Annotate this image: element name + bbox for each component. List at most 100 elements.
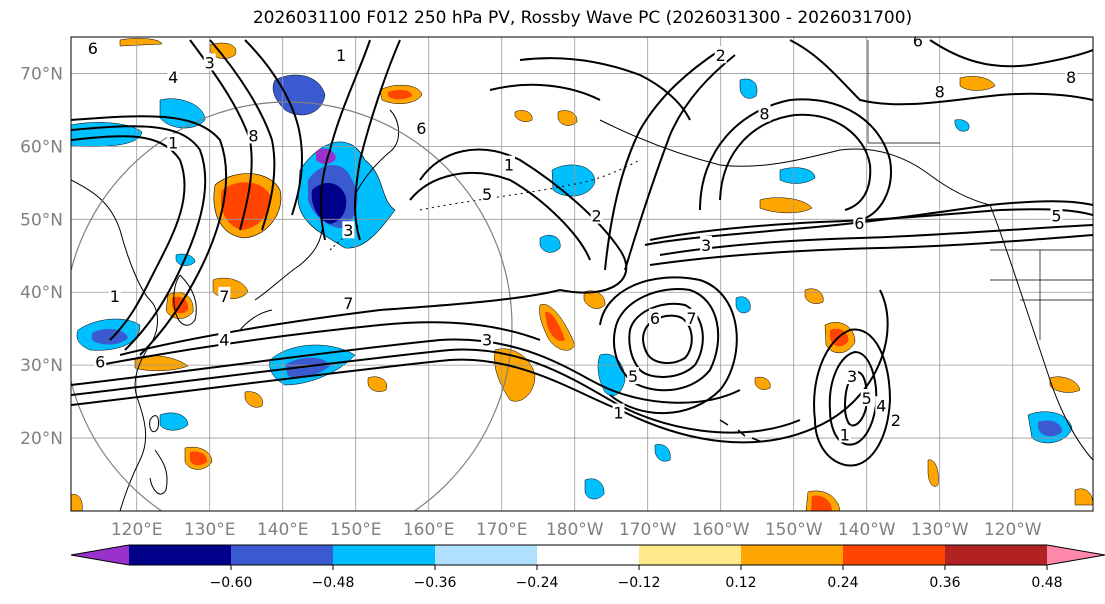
korea-coastline (173, 274, 197, 326)
longitude-label: 160°W (692, 520, 750, 540)
negative-anomaly-region (316, 148, 336, 164)
contour-label-background (335, 46, 348, 64)
positive-anomaly-region (583, 290, 606, 309)
pv-contour-line (419, 148, 628, 294)
contour-label-background (247, 126, 260, 144)
contour-label-background (415, 119, 428, 137)
positive-anomaly-region (514, 110, 533, 122)
contour-label-background (481, 184, 494, 202)
contour-label-background (218, 286, 231, 304)
contour-label: 1 (110, 287, 120, 306)
pv-contour-line (599, 276, 738, 415)
longitude-label: 120°W (984, 520, 1042, 540)
pv-contour-line (659, 224, 1093, 256)
latitude-labels: 70°N 60°N 50°N 40°N 30°N 20°N (20, 64, 63, 449)
negative-anomaly-region (159, 98, 206, 129)
contour-label: 6 (95, 353, 105, 372)
pv-contour-line (719, 113, 872, 211)
longitude-labels: 120°E 130°E 140°E 150°E 160°E 170°E 180°W 170°W… (111, 520, 1042, 540)
taiwan-coastline (149, 415, 159, 433)
colorbar-bin (435, 545, 538, 565)
contour-label: 1 (840, 425, 850, 444)
colorbar-tick-label: −0.12 (618, 575, 661, 591)
positive-anomaly-region (244, 391, 263, 408)
longitude-label: 130°W (911, 520, 969, 540)
latitude-label: 70°N (20, 64, 63, 84)
contour-label: 3 (701, 236, 711, 255)
contour-label: 6 (913, 32, 923, 51)
contour-label: 6 (416, 119, 426, 138)
longitude-label: 180°W (546, 520, 604, 540)
contour-label: 1 (504, 156, 514, 175)
colorbar-bin (231, 545, 334, 565)
colorbar-tick-label: 0.36 (929, 575, 960, 591)
negative-anomaly-region (92, 328, 128, 345)
contour-label: 4 (168, 68, 178, 87)
latitude-label: 50°N (20, 210, 63, 230)
contour-label-background (758, 104, 771, 122)
colorbar-bin (843, 545, 946, 565)
pv-contour-line (71, 289, 889, 444)
pv-contour-line (649, 234, 1093, 266)
contour-label-background (342, 221, 355, 239)
contour-label-background (853, 213, 866, 231)
pv-contour-line (612, 288, 720, 392)
pv-contour-line (71, 135, 186, 341)
pv-contour-line (409, 172, 591, 261)
colorbar-extend-max (1047, 545, 1105, 565)
negative-anomaly-region (551, 164, 596, 197)
contour-label-background (218, 330, 231, 348)
pv-contour-line (71, 338, 741, 404)
contour-label-background (700, 235, 713, 253)
positive-anomaly-region (545, 311, 565, 341)
negative-anomaly-region (735, 296, 751, 314)
pv-contour-line (319, 39, 371, 241)
contour-label: 2 (891, 411, 901, 430)
contour-label: 3 (205, 54, 215, 73)
negative-anomaly-region (954, 119, 970, 132)
coastlines (71, 40, 1093, 511)
contour-label-background (649, 308, 661, 326)
positive-anomaly-region (557, 110, 578, 126)
contour-label-background (590, 206, 603, 224)
longitude-label: 140°W (838, 520, 896, 540)
pv-contour-line (119, 289, 561, 356)
longitude-label: 150°E (330, 520, 382, 540)
contour-label-background (685, 308, 698, 326)
colorbar-bin (741, 545, 844, 565)
pv-contour-line (71, 125, 207, 351)
latitude-label: 20°N (20, 429, 63, 449)
positive-anomaly-region (811, 495, 832, 511)
pv-contour-line (624, 54, 736, 271)
pv-contour-line (244, 39, 303, 216)
colorbar-tick-label: 0.12 (725, 575, 756, 591)
pv-contour-line (354, 39, 401, 241)
negative-anomaly-region (584, 478, 605, 500)
figure-title: 2026031100 F012 250 hPa PV, Rossby Wave … (252, 8, 913, 28)
negative-anomaly-region (272, 74, 326, 116)
contour-label-background (1065, 68, 1078, 86)
contour-label: 8 (1066, 68, 1076, 87)
contour-label: 5 (628, 367, 638, 386)
pv-contour-line (642, 314, 693, 364)
contour-label-background (94, 352, 107, 370)
projection-circle (71, 101, 513, 511)
contour-label-background (627, 367, 640, 385)
pv-contours (71, 39, 1093, 467)
contour-label-background (612, 403, 625, 421)
longitude-label: 150°W (765, 520, 823, 540)
contour-label: 8 (759, 105, 769, 124)
philippines-coastline (149, 449, 168, 495)
colorbar-extend-min (71, 545, 129, 565)
latitude-label: 60°N (20, 137, 63, 157)
positive-anomaly-region (71, 494, 83, 511)
pv-contour-line (813, 328, 892, 467)
contour-label: 8 (935, 83, 945, 102)
pv-contour-line (209, 39, 276, 231)
positive-anomaly-region (927, 459, 939, 487)
colorbar-tick-label: −0.48 (312, 575, 355, 591)
map-background (71, 37, 1093, 511)
contour-label: 6 (854, 214, 864, 233)
contour-label-background (86, 38, 99, 56)
